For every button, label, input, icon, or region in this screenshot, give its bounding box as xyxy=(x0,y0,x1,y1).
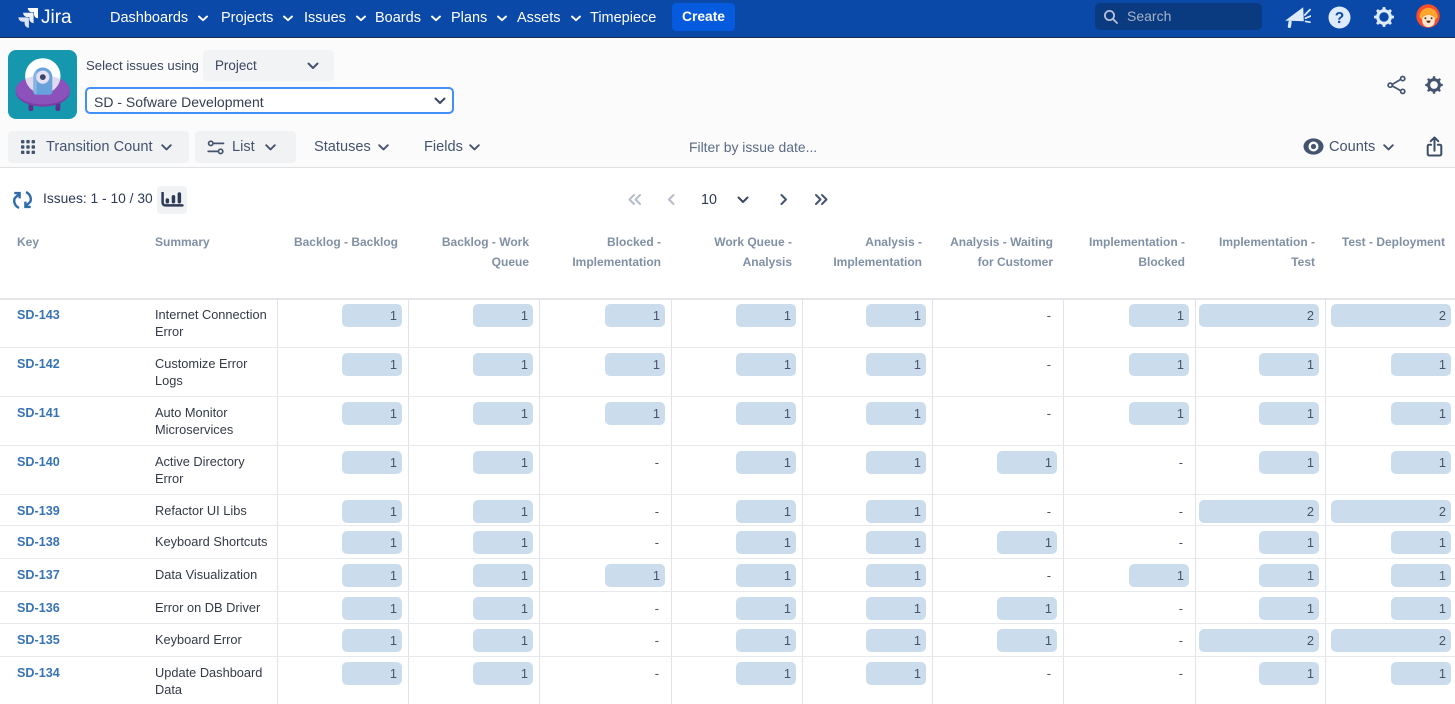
svg-text:?: ? xyxy=(1335,10,1344,27)
